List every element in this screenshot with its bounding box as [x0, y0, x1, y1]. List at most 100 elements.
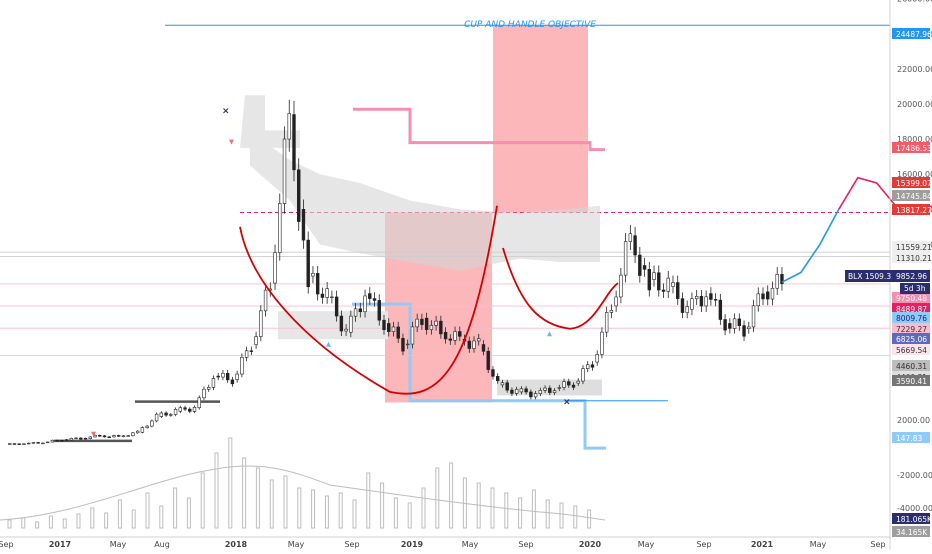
candle-down	[315, 273, 320, 295]
volume-bar	[449, 462, 454, 529]
candle-down	[320, 293, 325, 298]
up-triangle	[547, 331, 552, 337]
candle-up	[22, 443, 26, 445]
zones-layer	[0, 24, 890, 450]
candle-down	[713, 299, 718, 301]
candle-up	[131, 432, 135, 436]
candle-down	[742, 325, 746, 337]
handle-curve	[502, 247, 619, 330]
volume-bar	[159, 505, 164, 529]
candle-up	[586, 364, 590, 369]
candle-down	[387, 323, 391, 332]
candle-up	[140, 427, 145, 433]
symbol-badge	[845, 270, 893, 282]
candle-up	[240, 357, 244, 375]
candle-down	[647, 269, 652, 291]
candle-down	[676, 282, 680, 299]
candle-down	[297, 169, 301, 222]
candle-up	[112, 435, 116, 438]
down-triangle	[229, 139, 234, 145]
price-badge	[892, 303, 930, 314]
volume-bar	[352, 499, 357, 529]
candle-up	[604, 312, 609, 333]
candle-down	[102, 435, 107, 438]
objective-title: CUP AND HANDLE OBJECTIVE	[464, 20, 596, 30]
candle-up	[74, 437, 78, 440]
candle-up	[557, 387, 561, 389]
candle-up	[775, 274, 779, 289]
candle-down	[680, 298, 685, 313]
volume-bar	[242, 457, 247, 529]
candle-down	[17, 443, 21, 445]
x-tick-label: May	[638, 540, 655, 549]
candle-up	[173, 409, 178, 415]
price-badge	[892, 312, 930, 323]
candle-up	[287, 113, 291, 140]
price-badge	[892, 28, 930, 39]
candle-up	[391, 326, 396, 332]
price-badge-text: 9750.48	[896, 294, 927, 303]
price-badge	[892, 142, 930, 153]
candle-down	[420, 318, 424, 325]
y-tick-label: 26000.00	[897, 0, 932, 4]
candle-up	[344, 328, 348, 332]
candle-down	[306, 239, 310, 288]
red-zone-right	[493, 25, 588, 213]
cup-curve	[239, 205, 498, 395]
candle-down	[368, 293, 372, 299]
candle-up	[581, 368, 585, 382]
volume-layer	[0, 437, 606, 529]
volume-bar	[7, 519, 12, 529]
y-tick-label: 2000.00	[897, 416, 930, 425]
x-tick-label: Sep	[518, 540, 533, 549]
candle-up	[282, 138, 287, 204]
last-price-badge	[892, 270, 930, 282]
candle-up	[533, 393, 538, 398]
y-tick-label: 20000.00	[897, 100, 932, 109]
candle-up	[197, 397, 201, 409]
candle-up	[671, 282, 675, 287]
ichimoku-cloud	[250, 132, 600, 271]
candle-down	[780, 274, 784, 284]
candle-up	[429, 325, 434, 330]
volume-bar	[269, 479, 274, 529]
candle-up	[207, 387, 211, 390]
price-badge-text: 7229.27	[896, 325, 927, 334]
price-badge-text: 5669.54	[896, 346, 927, 355]
price-badge-text: 4460.31	[896, 362, 927, 371]
candle-up	[614, 296, 618, 307]
candle-down	[699, 296, 704, 307]
candle-down	[661, 289, 666, 292]
candle-up	[135, 430, 140, 434]
candle-up	[538, 390, 543, 394]
candle-down	[64, 439, 69, 441]
candle-up	[41, 442, 45, 445]
y-tick-label: -2000.00	[897, 471, 932, 480]
price-badge-text: 34.165K	[896, 528, 928, 537]
y-tick-label: 22000.00	[897, 65, 932, 74]
volume-bar	[324, 495, 329, 529]
price-badge-text: 15399.07	[896, 179, 932, 188]
candle-up	[543, 387, 547, 391]
time-axis[interactable]: Sep 2017 May Aug 2018 May Sep 2019 May Sep 2020 May…	[0, 540, 886, 549]
volume-bar	[283, 475, 288, 529]
x-tick-label: Aug	[154, 540, 170, 549]
volume-bar	[200, 472, 205, 529]
candle-down	[225, 372, 230, 381]
volume-bar	[545, 499, 550, 529]
candle-up	[405, 343, 410, 346]
candle-up	[192, 407, 197, 412]
price-badge	[892, 190, 930, 201]
candle-up	[732, 318, 737, 329]
x-tick-label: Sep	[0, 540, 14, 549]
candle-up	[576, 380, 580, 384]
cloud-low-block	[278, 311, 388, 340]
candle-up	[254, 336, 258, 345]
price-badge	[892, 360, 930, 371]
candle-up	[211, 378, 216, 388]
volume-bar	[48, 515, 53, 529]
volume-bar	[366, 472, 371, 529]
price-badge	[892, 241, 930, 252]
candle-down	[590, 364, 595, 368]
candle-up	[751, 305, 756, 328]
